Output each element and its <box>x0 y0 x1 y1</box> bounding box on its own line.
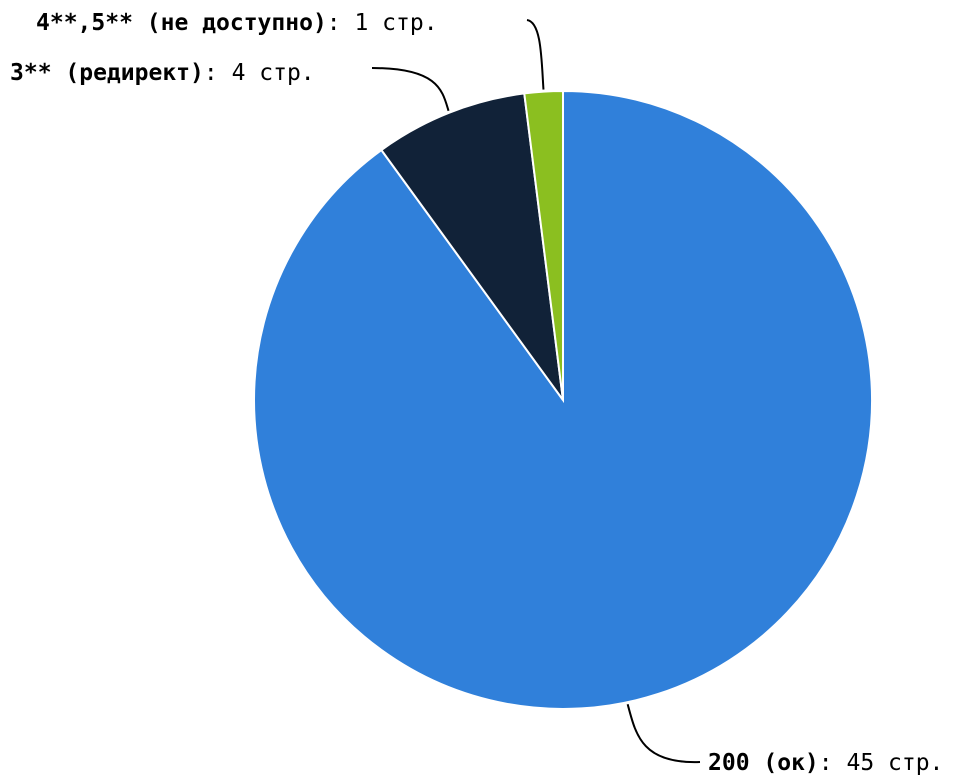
slice-label-value-2: : 1 стр. <box>327 10 438 36</box>
pie-leader-lines <box>371 19 701 764</box>
pie-slice-2[interactable] <box>523 89 564 401</box>
leader-line-2 <box>526 19 545 90</box>
pie-slices <box>253 89 873 710</box>
slice-label-name-2: 4**,5** (не доступно) <box>36 10 327 36</box>
slice-label-name-1: 3** (редирект) <box>10 60 204 86</box>
slice-label-0: 200 (ок): 45 стр. <box>708 750 943 775</box>
pie-slice-1[interactable] <box>379 92 564 401</box>
slice-label-value-0: : 45 стр. <box>819 750 944 775</box>
slice-label-2: 4**,5** (не доступно): 1 стр. <box>36 10 438 36</box>
slice-label-value-1: : 4 стр. <box>204 60 315 86</box>
pie-labels: 200 (ок): 45 стр. 3** (редирект): 4 стр. 4… <box>10 10 943 775</box>
leader-line-1 <box>371 67 450 112</box>
slice-label-1: 3** (редирект): 4 стр. <box>10 60 315 86</box>
slice-label-name-0: 200 (ок) <box>708 750 819 775</box>
leader-line-0 <box>626 703 701 764</box>
